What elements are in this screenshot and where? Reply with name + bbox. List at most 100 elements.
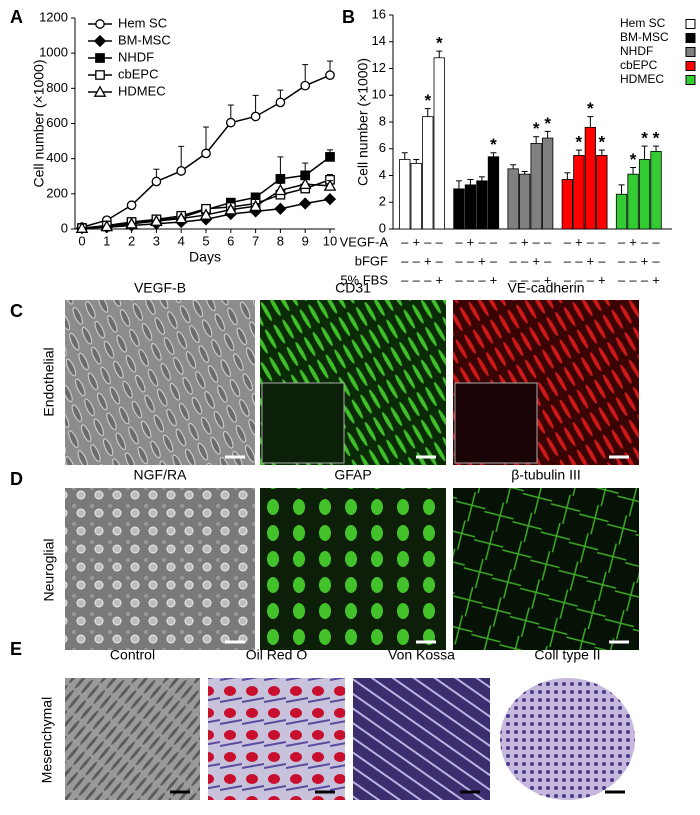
row-label: Mesenchymal	[39, 697, 55, 783]
significance: *	[641, 129, 648, 148]
bar	[507, 168, 519, 230]
condition-sign: –	[598, 253, 606, 268]
legend-swatch	[685, 47, 696, 57]
condition-sign: –	[575, 253, 583, 268]
bar	[584, 126, 596, 230]
legend-label: Hem SC	[118, 15, 167, 30]
condition-sign: –	[618, 234, 626, 249]
condition-sign: –	[641, 272, 649, 287]
condition-sign: –	[455, 234, 463, 249]
significance: *	[436, 34, 443, 53]
condition-sign: –	[413, 253, 421, 268]
condition-sign: –	[533, 234, 541, 249]
bar	[561, 179, 573, 230]
marker	[274, 202, 287, 215]
condition-sign: –	[641, 234, 649, 249]
condition-sign: +	[598, 272, 606, 287]
condition-sign: –	[467, 253, 475, 268]
condition-sign: –	[629, 272, 637, 287]
marker	[325, 152, 335, 162]
image-caption: Control	[110, 647, 155, 663]
condition-sign: –	[424, 272, 432, 287]
significance: *	[653, 129, 660, 148]
marker	[299, 197, 312, 210]
micrograph	[65, 678, 200, 800]
bar	[530, 142, 542, 230]
condition-sign: +	[435, 272, 443, 287]
condition-sign: +	[544, 272, 552, 287]
significance: *	[424, 91, 431, 110]
condition-sign: –	[629, 253, 637, 268]
image-caption: VE-cadherin	[507, 280, 584, 296]
condition-sign: +	[575, 234, 583, 249]
significance: *	[587, 99, 594, 118]
condition-sign: +	[521, 234, 529, 249]
y-tick-label: 2	[379, 194, 386, 209]
condition-sign: +	[467, 234, 475, 249]
x-tick-label: 10	[323, 233, 337, 248]
condition-sign: +	[490, 272, 498, 287]
x-tick-label: 7	[252, 233, 259, 248]
condition-sign: –	[652, 253, 660, 268]
y-tick-label: 0	[61, 220, 68, 235]
condition-sign: –	[510, 234, 518, 249]
y-tick-label: 8	[379, 113, 386, 128]
x-tick-label: 2	[128, 233, 135, 248]
bar	[422, 116, 434, 230]
condition-label: 5% FBS	[340, 272, 388, 287]
marker	[174, 211, 188, 224]
image-caption: NGF/RA	[134, 467, 188, 483]
x-tick-label: 9	[302, 233, 309, 248]
inset	[454, 382, 538, 464]
bar	[476, 180, 488, 230]
marker	[150, 214, 163, 226]
condition-sign: –	[455, 272, 463, 287]
marker	[125, 217, 138, 229]
condition-sign: +	[587, 253, 595, 268]
condition-sign: –	[618, 272, 626, 287]
significance: *	[630, 150, 637, 169]
y-tick-label: 16	[372, 6, 386, 21]
condition-sign: –	[455, 253, 463, 268]
legend-label: Hem SC	[620, 16, 666, 30]
image-caption: GFAP	[334, 467, 371, 483]
bar	[433, 57, 445, 230]
condition-sign: –	[618, 253, 626, 268]
legend-swatch	[685, 33, 696, 43]
condition-sign: –	[587, 272, 595, 287]
condition-sign: –	[564, 253, 572, 268]
bar	[519, 173, 531, 230]
legend-label: NHDF	[620, 44, 653, 58]
image-caption: VEGF-B	[134, 280, 186, 296]
bar	[464, 184, 477, 230]
condition-sign: –	[564, 272, 572, 287]
marker	[249, 199, 262, 211]
marker	[250, 111, 261, 122]
condition-sign: –	[401, 272, 409, 287]
condition-sign: –	[478, 272, 486, 287]
legend-label: HDMEC	[118, 83, 166, 98]
y-tick-label: 12	[372, 60, 386, 75]
marker	[325, 70, 335, 80]
condition-sign: –	[521, 272, 529, 287]
significance: *	[533, 119, 540, 138]
marker	[300, 80, 311, 91]
legend-label: BM-MSC	[118, 32, 171, 47]
condition-sign: +	[478, 253, 486, 268]
significance: *	[576, 133, 583, 152]
image-caption: CD31	[335, 280, 371, 296]
condition-sign: –	[587, 234, 595, 249]
marker	[151, 176, 162, 187]
condition-sign: –	[490, 234, 498, 249]
condition-sign: +	[532, 253, 540, 268]
x-tick-label: 3	[153, 233, 160, 248]
condition-sign: –	[521, 253, 529, 268]
marker	[224, 203, 238, 215]
marker	[176, 166, 187, 176]
micrograph	[65, 488, 255, 650]
y-axis-label: Cell number (×1000)	[31, 59, 47, 187]
legend-label: HDMEC	[620, 72, 664, 86]
panel-label: B	[342, 7, 355, 27]
y-tick-label: 10	[372, 87, 386, 102]
